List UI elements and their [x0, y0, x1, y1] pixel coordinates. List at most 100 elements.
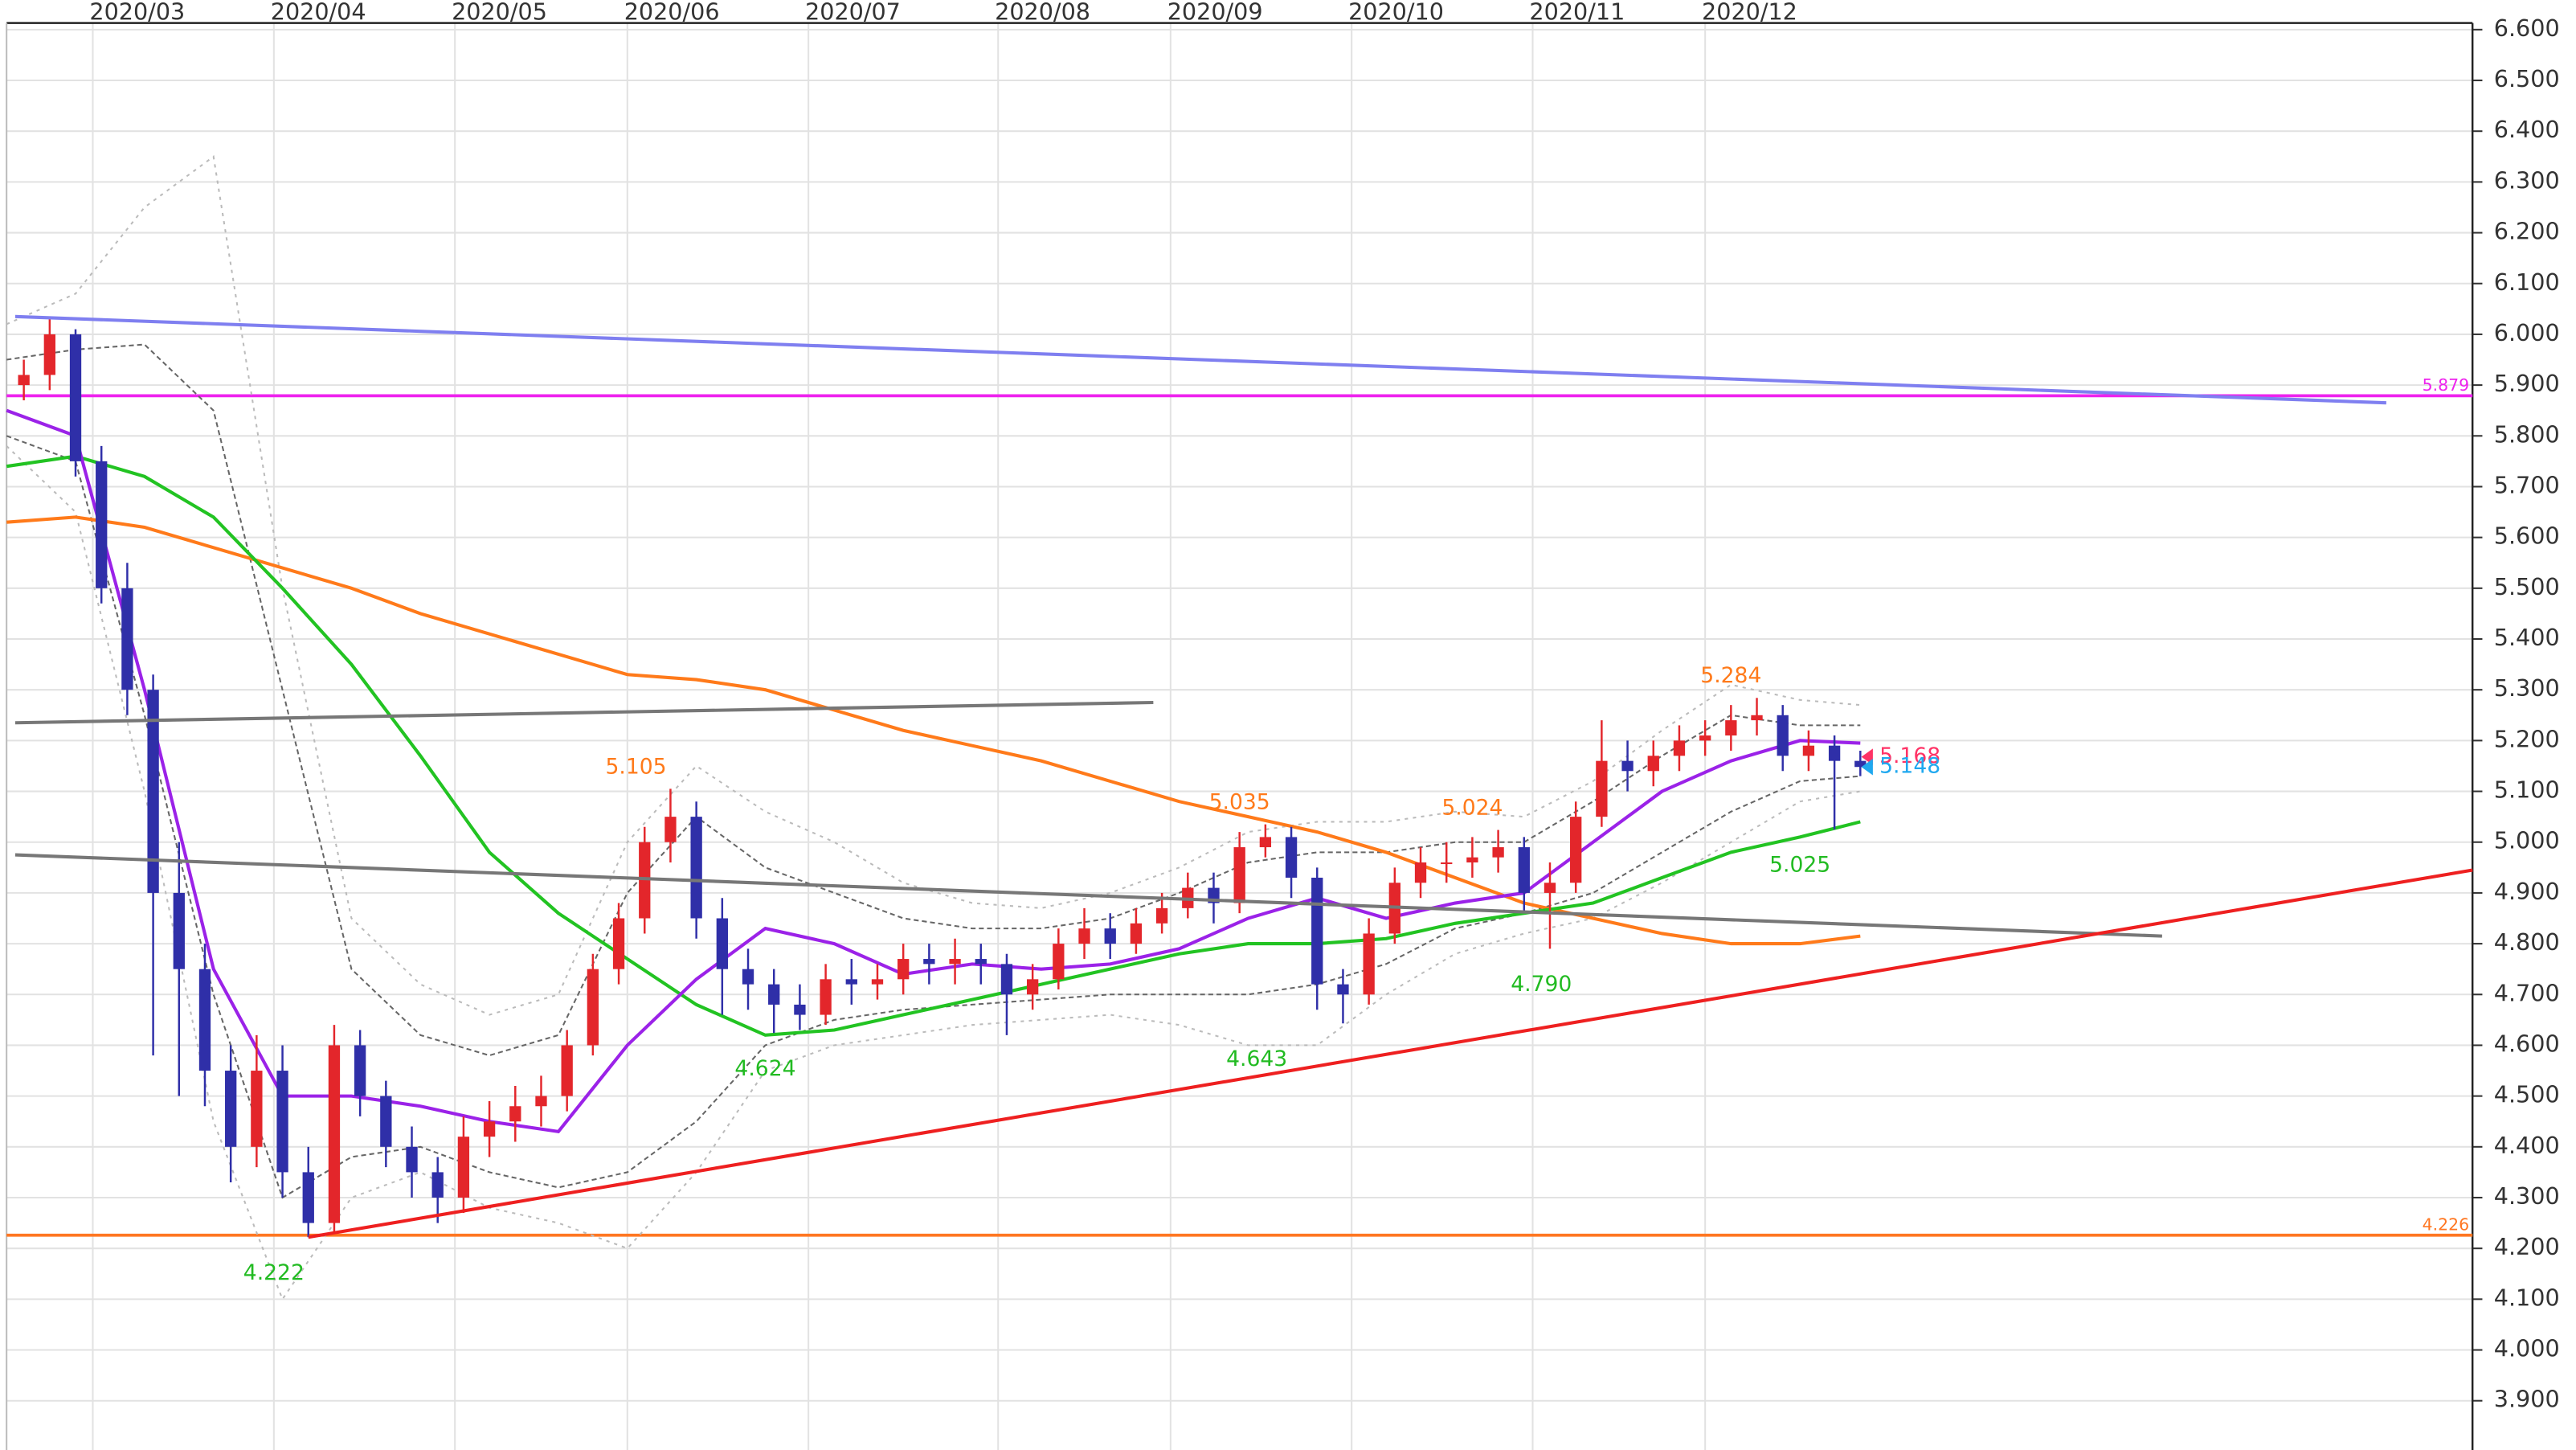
y-tick-label: 3.900 [2494, 1386, 2560, 1413]
candle-body [1518, 847, 1530, 893]
price-marker-label: 5.168 [1879, 743, 1940, 768]
candle-body [1363, 933, 1375, 995]
price-annotation: 5.025 [1769, 852, 1830, 877]
candle-body [975, 959, 987, 965]
candle-body [1078, 928, 1090, 944]
candle-body [1777, 715, 1789, 756]
candle-body [612, 918, 625, 969]
candle-body [1699, 735, 1711, 741]
candle-body [483, 1121, 496, 1137]
price-annotation: 5.105 [605, 754, 666, 779]
trend-line [14, 314, 2386, 405]
candle-body [949, 959, 961, 965]
candle-body [1233, 847, 1245, 903]
candle-body [69, 334, 82, 461]
y-tick-label: 5.900 [2494, 370, 2560, 397]
horizontal-line-label: 4.226 [2423, 1214, 2470, 1234]
candle-body [716, 918, 728, 969]
candle-body [457, 1137, 470, 1198]
candle-body [768, 984, 780, 1005]
candle-body [121, 588, 133, 690]
horizontal-line-label: 5.879 [2423, 375, 2470, 395]
price-annotation: 4.790 [1511, 972, 1572, 997]
candle-body [1311, 877, 1323, 985]
y-tick-label: 4.700 [2494, 979, 2560, 1006]
y-tick-label: 5.700 [2494, 471, 2560, 498]
candle-body [1673, 740, 1686, 756]
candle-body [1285, 837, 1298, 878]
candle-body [1570, 817, 1582, 883]
candle-body [1466, 857, 1478, 863]
price-annotation: 4.624 [734, 1056, 795, 1081]
candle-body [690, 817, 702, 919]
y-tick-label: 4.800 [2494, 928, 2560, 956]
candle-body [431, 1172, 444, 1198]
candle-body [1155, 907, 1168, 924]
candle-body [898, 959, 910, 980]
trend-line [14, 700, 1154, 725]
candle-body [276, 1071, 288, 1173]
price-annotation: 4.222 [243, 1260, 305, 1285]
candle-body [1337, 984, 1349, 995]
indicator-line [6, 408, 1861, 1134]
y-tick-label: 4.300 [2494, 1182, 2560, 1210]
price-marker [1861, 758, 1873, 776]
candle-body [845, 979, 857, 985]
y-tick-label: 5.500 [2494, 573, 2560, 600]
candle-body [742, 969, 754, 985]
x-tick-label: 2020/03 [89, 0, 185, 25]
trend-line [14, 853, 2162, 938]
candle-body [302, 1172, 314, 1223]
x-tick-label: 2020/10 [1348, 0, 1444, 25]
candle-body [225, 1071, 237, 1147]
candle-body [664, 817, 677, 842]
candle-body [354, 1045, 366, 1096]
candle-body [820, 979, 832, 1015]
candle-body [587, 969, 599, 1046]
candle-body [1802, 745, 1815, 756]
x-tick-label: 2020/09 [1167, 0, 1263, 25]
y-tick-label: 6.500 [2494, 65, 2560, 92]
candle-body [1259, 837, 1272, 848]
y-tick-label: 4.600 [2494, 1030, 2560, 1057]
trend-line [308, 868, 2473, 1239]
candle-body [1596, 760, 1608, 817]
price-marker-label: 5.148 [1879, 754, 1940, 779]
candle-body [1647, 756, 1659, 772]
price-annotation: 4.643 [1226, 1047, 1287, 1071]
y-tick-label: 4.200 [2494, 1233, 2560, 1260]
candle-body [1621, 760, 1634, 772]
candle-body [1854, 760, 1867, 768]
candle-body [1751, 715, 1763, 721]
candle-body [871, 979, 884, 985]
x-tick-label: 2020/11 [1529, 0, 1625, 25]
y-tick-label: 6.400 [2494, 116, 2560, 143]
candle-body [1053, 944, 1065, 980]
candle-body [1026, 979, 1039, 995]
candle-body [406, 1146, 418, 1173]
candle-body [43, 334, 55, 375]
candle-body [173, 892, 185, 969]
price-annotation: 5.284 [1700, 663, 1761, 688]
y-tick-label: 4.900 [2494, 878, 2560, 905]
candle-body [18, 375, 30, 386]
candle-body [509, 1106, 521, 1122]
y-tick-label: 5.800 [2494, 420, 2560, 448]
indicator-line [6, 343, 1861, 1057]
y-tick-label: 6.300 [2494, 166, 2560, 194]
y-tick-label: 6.200 [2494, 218, 2560, 245]
y-tick-label: 4.500 [2494, 1081, 2560, 1108]
candle-body [1828, 745, 1841, 761]
candle-body [380, 1096, 392, 1147]
y-tick-label: 5.200 [2494, 725, 2560, 752]
y-tick-label: 4.100 [2494, 1284, 2560, 1311]
y-tick-label: 5.400 [2494, 624, 2560, 651]
candle-body [198, 969, 211, 1071]
candle-body [923, 959, 935, 965]
indicator-line [6, 154, 1861, 1016]
x-tick-label: 2020/07 [805, 0, 901, 25]
y-tick-label: 6.600 [2494, 14, 2560, 42]
candle-body [561, 1045, 573, 1096]
